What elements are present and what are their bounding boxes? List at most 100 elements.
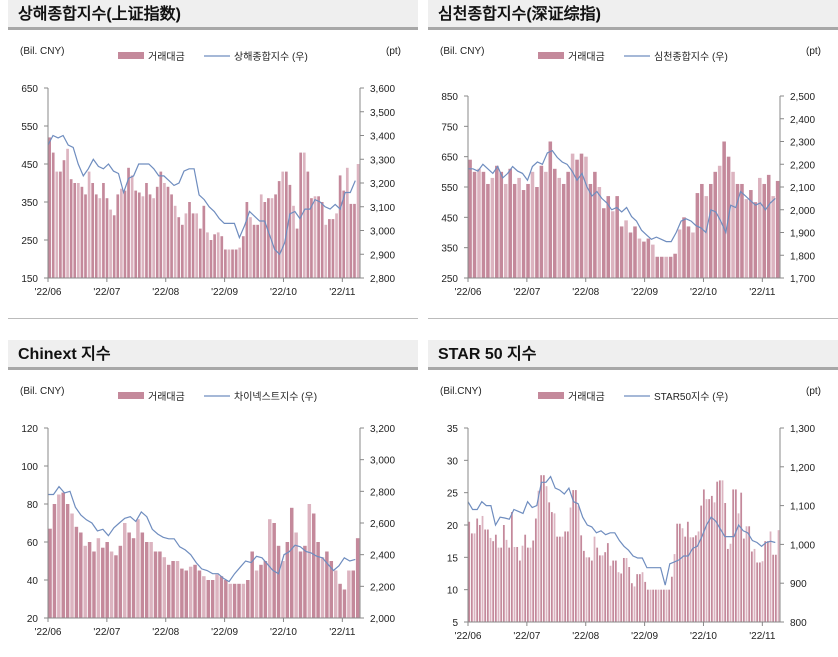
volume-bar — [566, 171, 570, 278]
volume-bar — [677, 229, 682, 278]
legend-label: STAR50지수 (우) — [654, 391, 728, 403]
volume-bar — [130, 175, 134, 278]
x-tick-label: '22/11 — [329, 287, 356, 298]
volume-bar — [241, 583, 246, 618]
x-tick-label: '22/06 — [35, 287, 62, 298]
volume-bar — [173, 205, 177, 278]
chart-chinext: (Bil. CNY) 거래대금 차이넥스트지수 (우) 120 100 80 60 40 20 3… — [20, 386, 395, 638]
volume-bar — [740, 183, 744, 278]
volume-bar — [596, 547, 599, 622]
volume-bar — [320, 202, 324, 278]
legend-label: 상해종합지수 (우) — [234, 50, 308, 63]
volume-bar — [298, 551, 303, 618]
volume-bar — [704, 196, 709, 278]
volume-bar — [729, 543, 732, 622]
volume-bar — [184, 213, 188, 278]
chart-panel-shenzhen: 심천종합지수(深证综指) (Bil. CNY) (pt) 거래대금 심천종합지수 (우… — [428, 0, 838, 323]
volume-bar — [250, 551, 254, 618]
left-tick-label: 80 — [27, 500, 39, 511]
x-tick-label: '22/11 — [749, 287, 776, 298]
volume-bar — [548, 141, 553, 278]
volume-bar — [55, 171, 59, 278]
right-tick-label: 800 — [790, 618, 807, 629]
volume-bar — [281, 561, 285, 618]
volume-bar — [216, 232, 220, 278]
volume-bar — [92, 551, 96, 618]
volume-bar — [241, 236, 245, 278]
volume-bar — [556, 536, 559, 622]
x-tick-label: '22/10 — [690, 287, 717, 298]
volume-bar — [577, 505, 580, 622]
volume-bar — [697, 531, 700, 622]
left-tick-label: 550 — [21, 122, 38, 133]
volume-bar — [758, 562, 761, 622]
volume-bar — [490, 177, 495, 278]
chart-panel-shanghai: 상해종합지수(上证指数) (Bil. CNY) (pt) 거래대금 상해종합지수 (우… — [8, 0, 418, 323]
volume-bar — [351, 570, 356, 618]
chart-title: Chinext 지수 — [18, 346, 111, 363]
volume-bar — [213, 234, 216, 278]
left-tick-label: 750 — [441, 122, 458, 133]
volume-bar — [584, 156, 588, 278]
volume-bar — [91, 183, 95, 278]
left-tick-label: 25 — [447, 489, 459, 500]
left-tick-label: 15 — [447, 553, 459, 564]
volume-bar — [646, 589, 649, 622]
volume-bar — [566, 531, 569, 622]
volume-bar — [136, 519, 140, 618]
volume-bar — [338, 175, 342, 278]
volume-bar — [62, 160, 66, 278]
volume-bar — [180, 568, 184, 618]
volume-bar — [227, 249, 231, 278]
volume-bar — [758, 177, 762, 278]
volume-bar — [137, 192, 141, 278]
left-tick-label: 250 — [441, 274, 458, 285]
volume-bar — [628, 232, 633, 278]
volume-bar — [284, 171, 288, 278]
volume-bar — [537, 490, 540, 622]
volume-bar — [73, 183, 77, 278]
right-tick-label: 2,400 — [370, 551, 395, 562]
volume-bar — [306, 171, 310, 278]
volume-bar — [526, 547, 529, 622]
volume-bar — [569, 507, 572, 622]
x-tick-label: '22/09 — [631, 631, 658, 642]
volume-bar — [561, 183, 566, 278]
volume-bar — [612, 560, 615, 622]
volume-bar — [516, 546, 519, 622]
right-tick-label: 2,200 — [370, 582, 395, 593]
volume-bar — [313, 196, 317, 278]
volume-bar — [123, 190, 127, 278]
x-tick-label: '22/06 — [35, 627, 62, 638]
legend-bar-swatch — [118, 52, 144, 59]
volume-bar — [256, 224, 259, 278]
index-line — [48, 485, 356, 583]
right-tick-label: 900 — [790, 579, 807, 590]
volume-bar — [96, 538, 101, 618]
volume-bar — [737, 513, 740, 622]
right-tick-label: 2,300 — [790, 138, 815, 149]
volume-bar — [582, 550, 585, 622]
volume-bar — [676, 523, 679, 622]
x-tick-label: '22/07 — [513, 631, 540, 642]
volume-bar — [102, 183, 105, 278]
volume-bar — [717, 165, 722, 278]
volume-bar — [708, 183, 713, 278]
left-axis-unit: (Bil. CNY) — [20, 386, 64, 397]
volume-bar — [722, 141, 726, 278]
volume-bar — [644, 581, 647, 622]
volume-bar — [513, 546, 516, 622]
volume-bar — [219, 576, 224, 618]
volume-bar — [259, 564, 263, 618]
volume-bar — [668, 589, 671, 622]
legend-label: 거래대금 — [148, 391, 185, 403]
volume-bar — [636, 574, 639, 622]
volume-bar — [708, 499, 711, 622]
volume-bar — [486, 529, 489, 622]
volume-bar — [617, 572, 620, 622]
volume-bar — [702, 489, 705, 622]
volume-bar — [468, 159, 472, 278]
volume-bar — [477, 168, 481, 278]
x-tick-label: '22/06 — [455, 631, 482, 642]
index-line — [47, 134, 356, 256]
